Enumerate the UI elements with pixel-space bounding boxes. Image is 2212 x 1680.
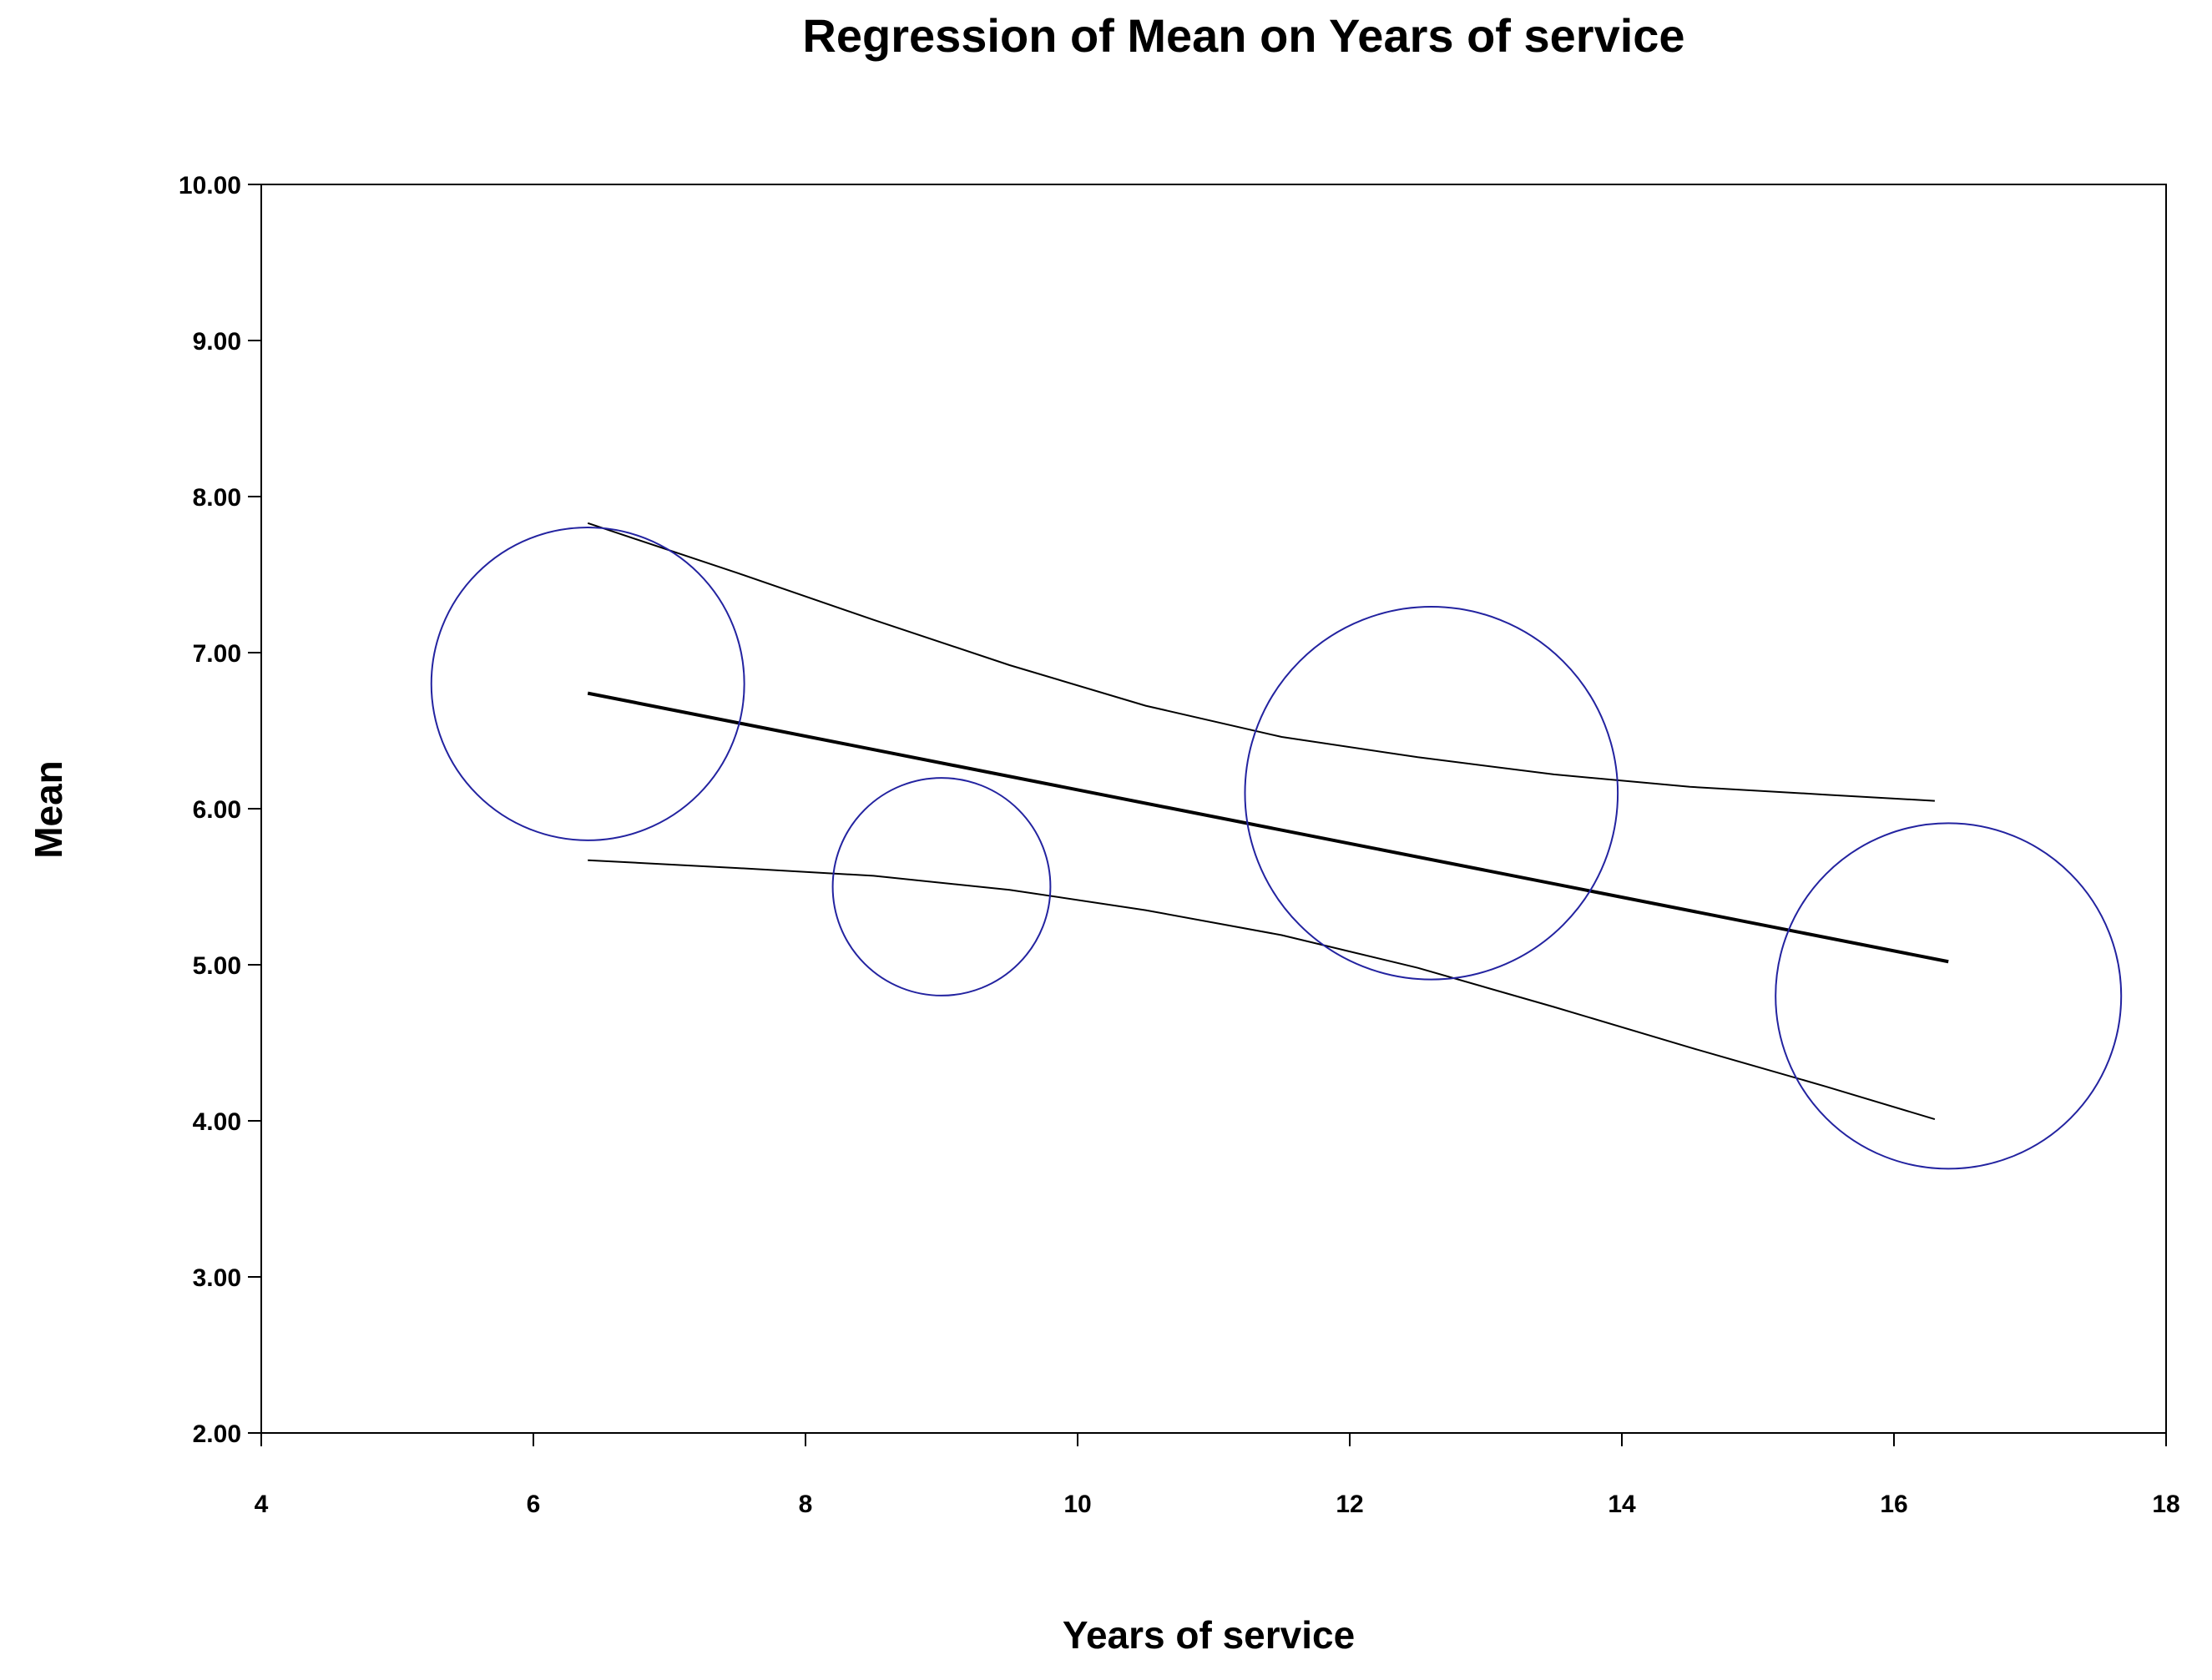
x-tick-label: 10 [1063,1491,1091,1518]
upper-confidence-band [587,522,1935,802]
x-axis-label: Years of service [1063,1613,1355,1657]
data-point-circle [831,777,1052,996]
x-tick-label: 18 [2152,1491,2179,1518]
chart-title: Regression of Mean on Years of service [802,9,1684,62]
x-tick-label: 4 [255,1491,269,1518]
data-points [430,526,2123,1170]
y-tick-label: 3.00 [193,1264,241,1292]
x-tick-label: 16 [1880,1491,1907,1518]
regression-line [587,691,1949,964]
plot-frame [260,184,2167,1434]
y-tick-label: 10.00 [179,172,241,199]
y-tick-label: 5.00 [193,952,241,980]
data-point-circle [1775,822,2123,1170]
x-tick-label: 8 [799,1491,813,1518]
x-tick-label: 12 [1336,1491,1363,1518]
y-axis-label: Mean [27,760,70,859]
x-tick-label: 14 [1608,1491,1636,1518]
data-point-circle [1244,605,1619,981]
x-axis: 4 6 8 10 12 14 16 18 [255,1433,2180,1518]
y-tick-label: 2.00 [193,1420,241,1448]
confidence-bands [587,522,1936,1121]
y-tick-label: 8.00 [193,484,241,512]
data-point-circle [430,526,745,841]
y-tick-label: 6.00 [193,796,241,824]
regression-line-group [587,691,1949,964]
lower-confidence-band [588,859,1936,1121]
y-tick-label: 9.00 [193,328,241,356]
y-tick-label: 7.00 [193,640,241,668]
y-tick-label: 4.00 [193,1108,241,1136]
y-axis: 2.00 3.00 4.00 5.00 6.00 7.00 8.00 9.00 10.00 [179,172,261,1448]
x-tick-label: 6 [527,1491,541,1518]
